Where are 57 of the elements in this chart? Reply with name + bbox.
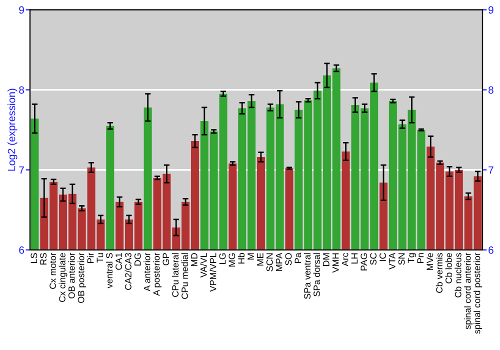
x-tick-label: OB posterior [78, 252, 86, 303]
x-tick-label: Hb [238, 253, 245, 264]
x-tick-label: ME [257, 253, 264, 266]
x-tick-label: MG [228, 253, 236, 266]
x-tick-label: ventral S [106, 253, 113, 288]
y-tick-label: 7 [19, 166, 24, 174]
x-tick-label: SPa dorsal [313, 253, 320, 296]
x-tick-label: LG [219, 253, 226, 264]
x-tick-label: IC [380, 253, 386, 261]
y-tick-label: 9 [19, 6, 24, 14]
y2-tick-label: 6 [488, 246, 494, 254]
x-tick-label: CPu medial [181, 253, 188, 299]
x-tick-label: Cb nucleus [454, 253, 462, 298]
x-tick-label: OB anterior [68, 252, 75, 298]
x-tick-label: Pir [87, 252, 94, 263]
y-axis-title: Log2 (expression) [8, 88, 18, 171]
x-tick-label: LH [351, 253, 358, 264]
x-tick-label: Arc [342, 252, 348, 266]
x-tick-label: Cx motor [50, 252, 56, 289]
x-tick-label: VPM/VPL [210, 252, 216, 292]
x-tick-label: VA/VL [200, 252, 207, 278]
x-tick-label: Cx cingulate [58, 253, 68, 302]
y2-tick-label: 8 [488, 86, 494, 94]
x-tick-label: RS [40, 253, 47, 264]
x-tick-label: MVe [426, 253, 434, 270]
x-tick-label: Cb lobe [445, 253, 452, 284]
x-tick-label: MPA [276, 252, 282, 271]
x-tick-label: SC [370, 253, 377, 265]
x-tick-label: MD [191, 253, 198, 266]
x-tick-label: PAG [360, 253, 368, 270]
x-tick-label: SO [285, 253, 292, 266]
x-tick-label: LS [30, 253, 38, 263]
x-tick-label: CA1 [116, 253, 122, 270]
y2-tick-label: 9 [488, 6, 494, 14]
x-tick-label: CPu lateral [172, 253, 179, 297]
x-tick-label: SPa ventral [304, 253, 311, 299]
x-tick-label: M [248, 253, 254, 260]
x-tick-label: Pn [417, 253, 424, 263]
x-tick-label: Cb vermis [436, 253, 442, 293]
x-tick-label: Tg [408, 253, 416, 264]
x-tick-label: Pa [294, 252, 302, 263]
x-tick-label: SN [398, 253, 405, 265]
x-tick-label: spinal cord anterior [464, 252, 473, 330]
y2-tick-label: 7 [488, 166, 494, 174]
x-tick-label: A posterior [153, 252, 162, 296]
x-tick-label: A anterior [144, 252, 150, 292]
x-tick-label: Tu [96, 253, 104, 263]
x-tick-label: DG [134, 253, 141, 266]
y-tick-label: 6 [19, 246, 24, 254]
x-tick-label: VTA [389, 252, 396, 270]
x-tick-label: SCN [266, 253, 273, 272]
x-tick-label: DM [323, 253, 330, 266]
x-tick-label: GP [162, 253, 170, 266]
y-tick-label: 8 [19, 86, 24, 94]
x-tick-label: spinal cord posterior [474, 252, 482, 334]
x-tick-label: CA2/CA3 [124, 253, 132, 290]
x-tick-label: VMH [332, 253, 339, 273]
